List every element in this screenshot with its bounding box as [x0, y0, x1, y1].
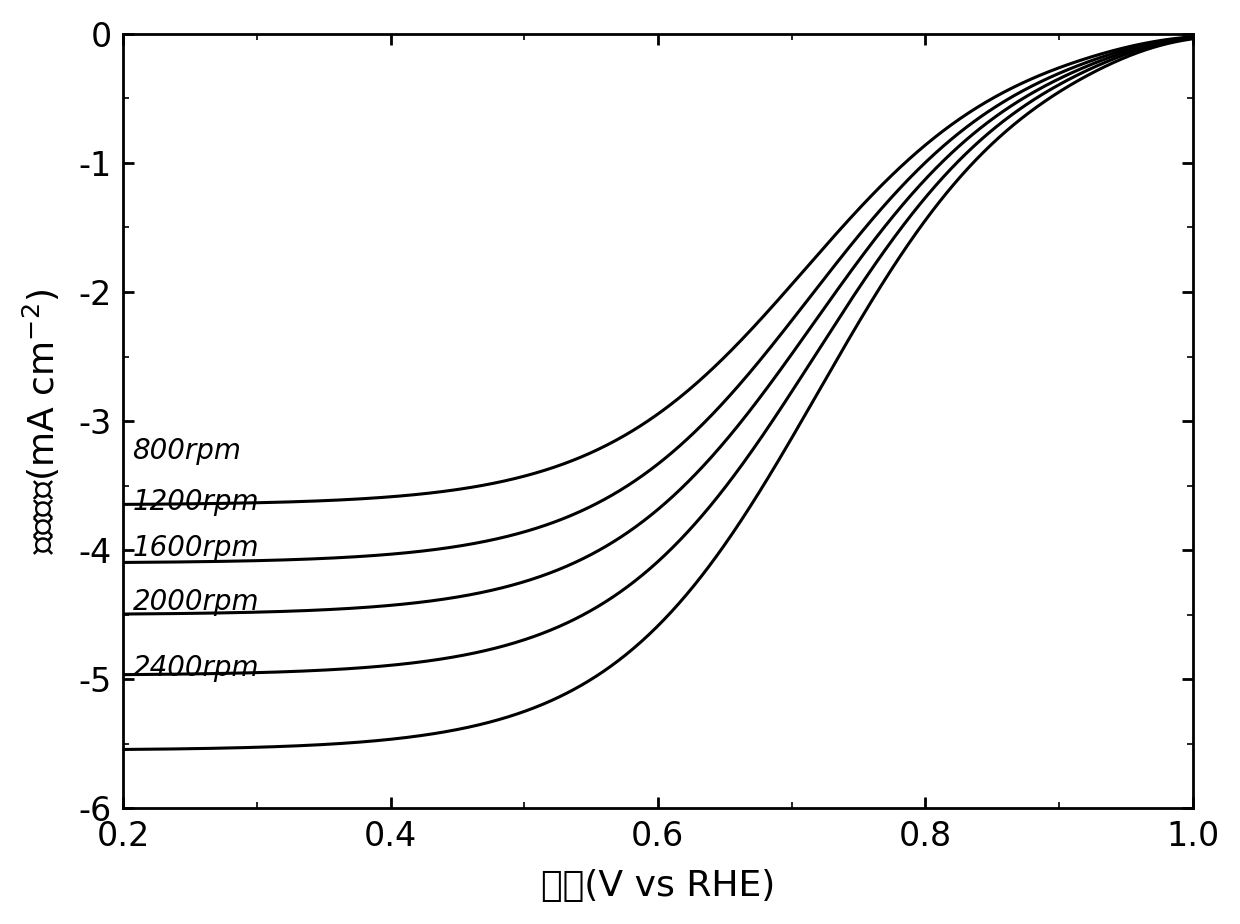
X-axis label: 电压(V vs RHE): 电压(V vs RHE): [541, 869, 775, 903]
Text: 800rpm: 800rpm: [133, 437, 242, 465]
Y-axis label: 电流密度(mA cm$^{-2}$): 电流密度(mA cm$^{-2}$): [21, 288, 62, 553]
Text: 1600rpm: 1600rpm: [133, 534, 259, 562]
Text: 2000rpm: 2000rpm: [133, 588, 259, 615]
Text: 2400rpm: 2400rpm: [133, 654, 259, 682]
Text: 1200rpm: 1200rpm: [133, 488, 259, 517]
